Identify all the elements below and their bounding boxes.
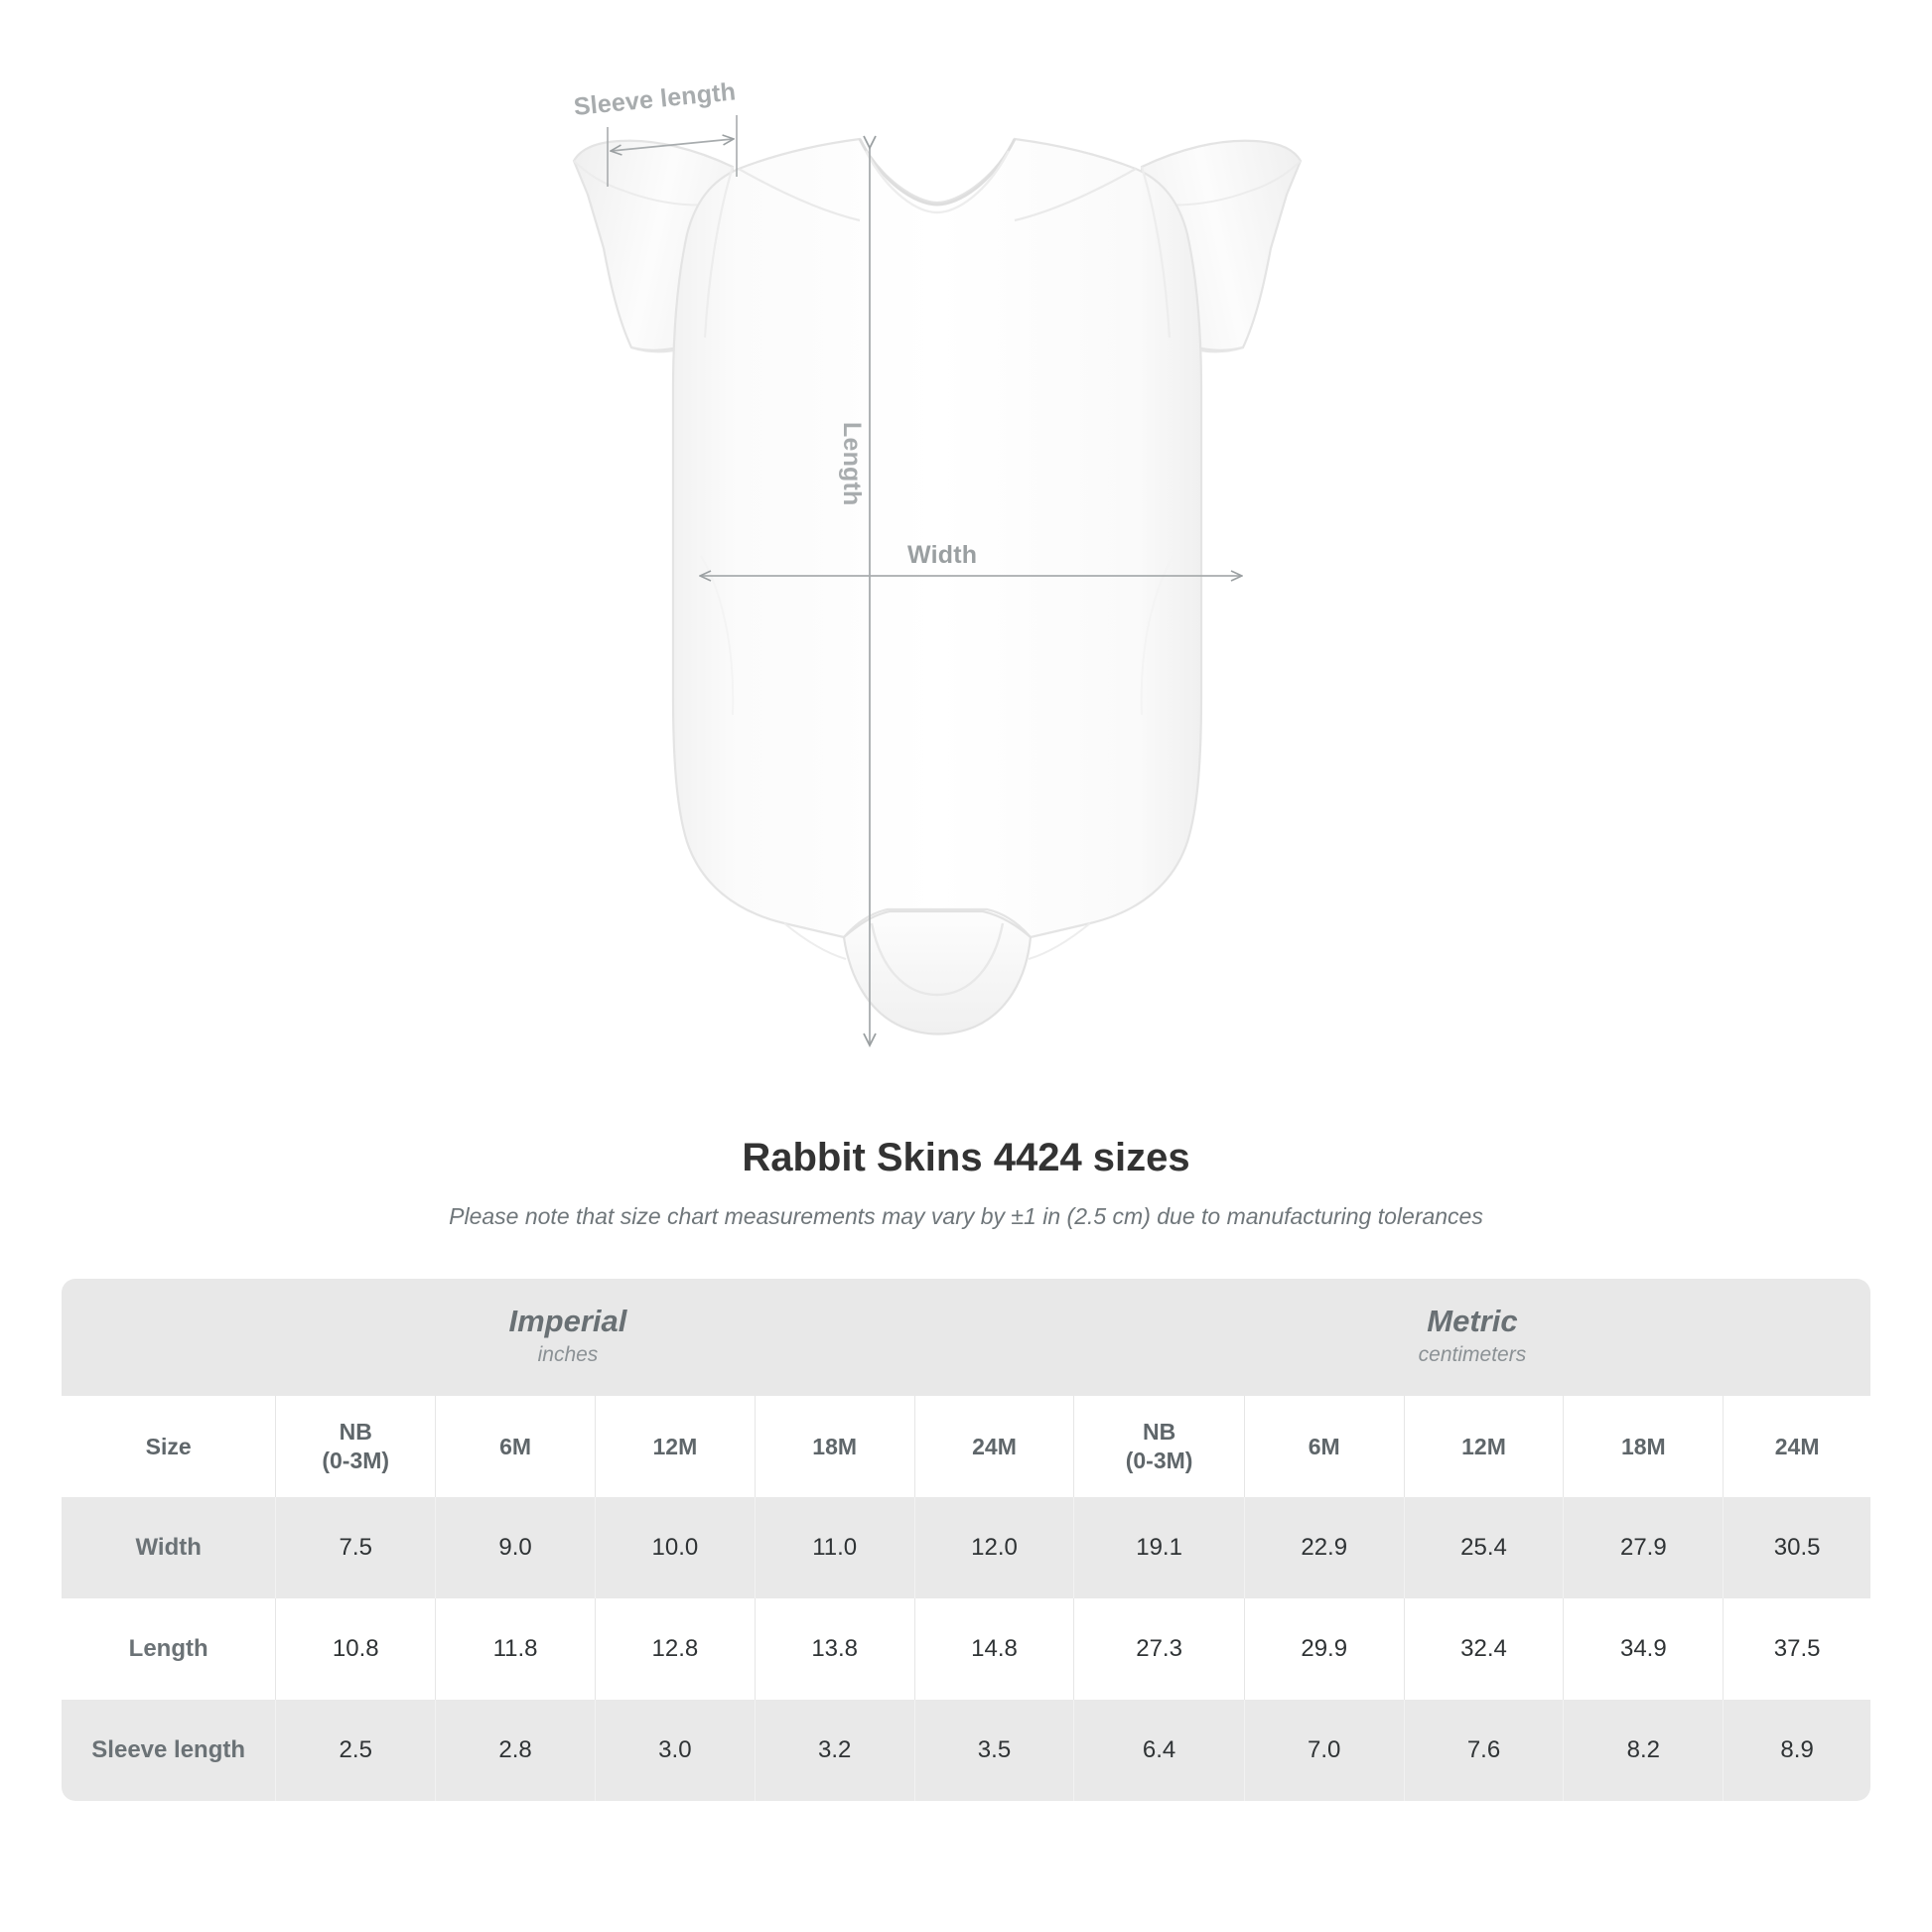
tolerance-note: Please note that size chart measurements… [449,1203,1483,1229]
left-armhole-seam [703,166,735,339]
header-imperial-12m: 12M [594,1396,756,1497]
header-line1: NB [339,1419,372,1446]
cell-width-imperial-6m: 9.0 [435,1497,596,1598]
cell-width-imperial-12m: 10.0 [594,1497,756,1598]
row-label-sleeve-length: Sleeve length [62,1700,276,1801]
cell-sleeve-imperial-12m: 3.0 [594,1700,756,1801]
cell-length-imperial-24m: 14.8 [913,1598,1074,1700]
cell-width-metric-6m: 22.9 [1243,1497,1405,1598]
cell-sleeve-imperial-6m: 2.8 [435,1700,596,1801]
neck-binding [864,150,1011,214]
cell-width-metric-24m: 30.5 [1723,1497,1870,1598]
cell-sleeve-metric-12m: 7.6 [1403,1700,1564,1801]
imperial-unit-name: Imperial [508,1304,627,1339]
header-imperial-18m: 18M [754,1396,915,1497]
cell-width-metric-nb: 19.1 [1073,1497,1245,1598]
cell-length-metric-24m: 37.5 [1723,1598,1870,1700]
metric-banner-cell: Metric centimeters [1073,1279,1870,1396]
right-sleeve-fold [1159,160,1302,207]
cell-sleeve-imperial-18m: 3.2 [754,1700,915,1801]
cell-length-metric-18m: 34.9 [1563,1598,1724,1700]
header-metric-24m: 24M [1723,1396,1870,1497]
right-armhole-seam [1140,166,1172,339]
header-metric-12m: 12M [1403,1396,1564,1497]
length-annotation-label: Length [838,422,866,506]
cell-width-imperial-24m: 12.0 [913,1497,1074,1598]
row-label-length: Length [62,1598,276,1700]
left-hem-fold [783,922,847,960]
cell-width-metric-18m: 27.9 [1563,1497,1724,1598]
header-metric-18m: 18M [1563,1396,1724,1497]
leg-opening-binding [870,922,1005,997]
cell-sleeve-imperial-24m: 3.5 [913,1700,1074,1801]
metric-unit-name: Metric [1427,1304,1518,1339]
cell-length-imperial-6m: 11.8 [435,1598,596,1700]
cell-length-imperial-12m: 12.8 [594,1598,756,1700]
cell-length-metric-nb: 27.3 [1073,1598,1245,1700]
cell-sleeve-imperial-nb: 2.5 [275,1700,436,1801]
row-label-width: Width [62,1497,276,1598]
table-row: Sleeve length 2.5 2.8 3.0 3.2 3.5 6.4 7.… [62,1700,1870,1801]
header-imperial-6m: 6M [435,1396,596,1497]
imperial-unit-sub: inches [537,1343,599,1367]
bodysuit-body [671,137,1203,939]
right-shoulder-seam [1014,168,1137,222]
unit-banner-row: Imperial inches Metric centimeters [62,1279,1870,1396]
size-chart-table: Imperial inches Metric centimeters Size … [62,1279,1870,1801]
header-imperial-24m: 24M [913,1396,1074,1497]
header-metric-6m: 6M [1243,1396,1405,1497]
cell-length-imperial-18m: 13.8 [754,1598,915,1700]
neckline [858,138,1017,207]
cell-sleeve-metric-6m: 7.0 [1243,1700,1405,1801]
size-header-row: Size NB (0-3M) 6M 12M 18M 24M NB (0-3M) … [62,1396,1870,1497]
page-title: Rabbit Skins 4424 sizes [742,1136,1190,1179]
bodysuit-drawing [572,115,1303,1092]
width-annotation-label: Width [907,541,978,569]
header-line2: (0-3M) [1125,1448,1193,1473]
cell-sleeve-metric-18m: 8.2 [1563,1700,1724,1801]
header-metric-nb: NB (0-3M) [1073,1396,1245,1497]
cell-sleeve-metric-nb: 6.4 [1073,1700,1245,1801]
cell-width-imperial-nb: 7.5 [275,1497,436,1598]
header-line2: (0-3M) [322,1448,390,1473]
cell-length-metric-12m: 32.4 [1403,1598,1564,1700]
table-row: Length 10.8 11.8 12.8 13.8 14.8 27.3 29.… [62,1598,1870,1700]
garment-illustration: Sleeve length Length Width [572,77,1303,1092]
size-chart-table-wrapper: Imperial inches Metric centimeters Size … [62,1279,1870,1801]
cell-sleeve-metric-24m: 8.9 [1723,1700,1870,1801]
cell-length-imperial-nb: 10.8 [275,1598,436,1700]
header-imperial-nb: NB (0-3M) [275,1396,436,1497]
size-column-header: Size [62,1396,276,1497]
cell-width-metric-12m: 25.4 [1403,1497,1564,1598]
cell-length-metric-6m: 29.9 [1243,1598,1405,1700]
header-line1: NB [1142,1419,1176,1446]
crotch-panel [842,909,1033,1035]
table-row: Width 7.5 9.0 10.0 11.0 12.0 19.1 22.9 2… [62,1497,1870,1598]
left-sleeve-fold [573,160,716,207]
sleeve-length-arrow [612,139,733,151]
imperial-banner-cell: Imperial inches [62,1279,1074,1396]
left-shoulder-seam [738,168,861,222]
right-hem-fold [1028,922,1091,960]
metric-unit-sub: centimeters [1418,1343,1527,1367]
cell-width-imperial-18m: 11.0 [754,1497,915,1598]
